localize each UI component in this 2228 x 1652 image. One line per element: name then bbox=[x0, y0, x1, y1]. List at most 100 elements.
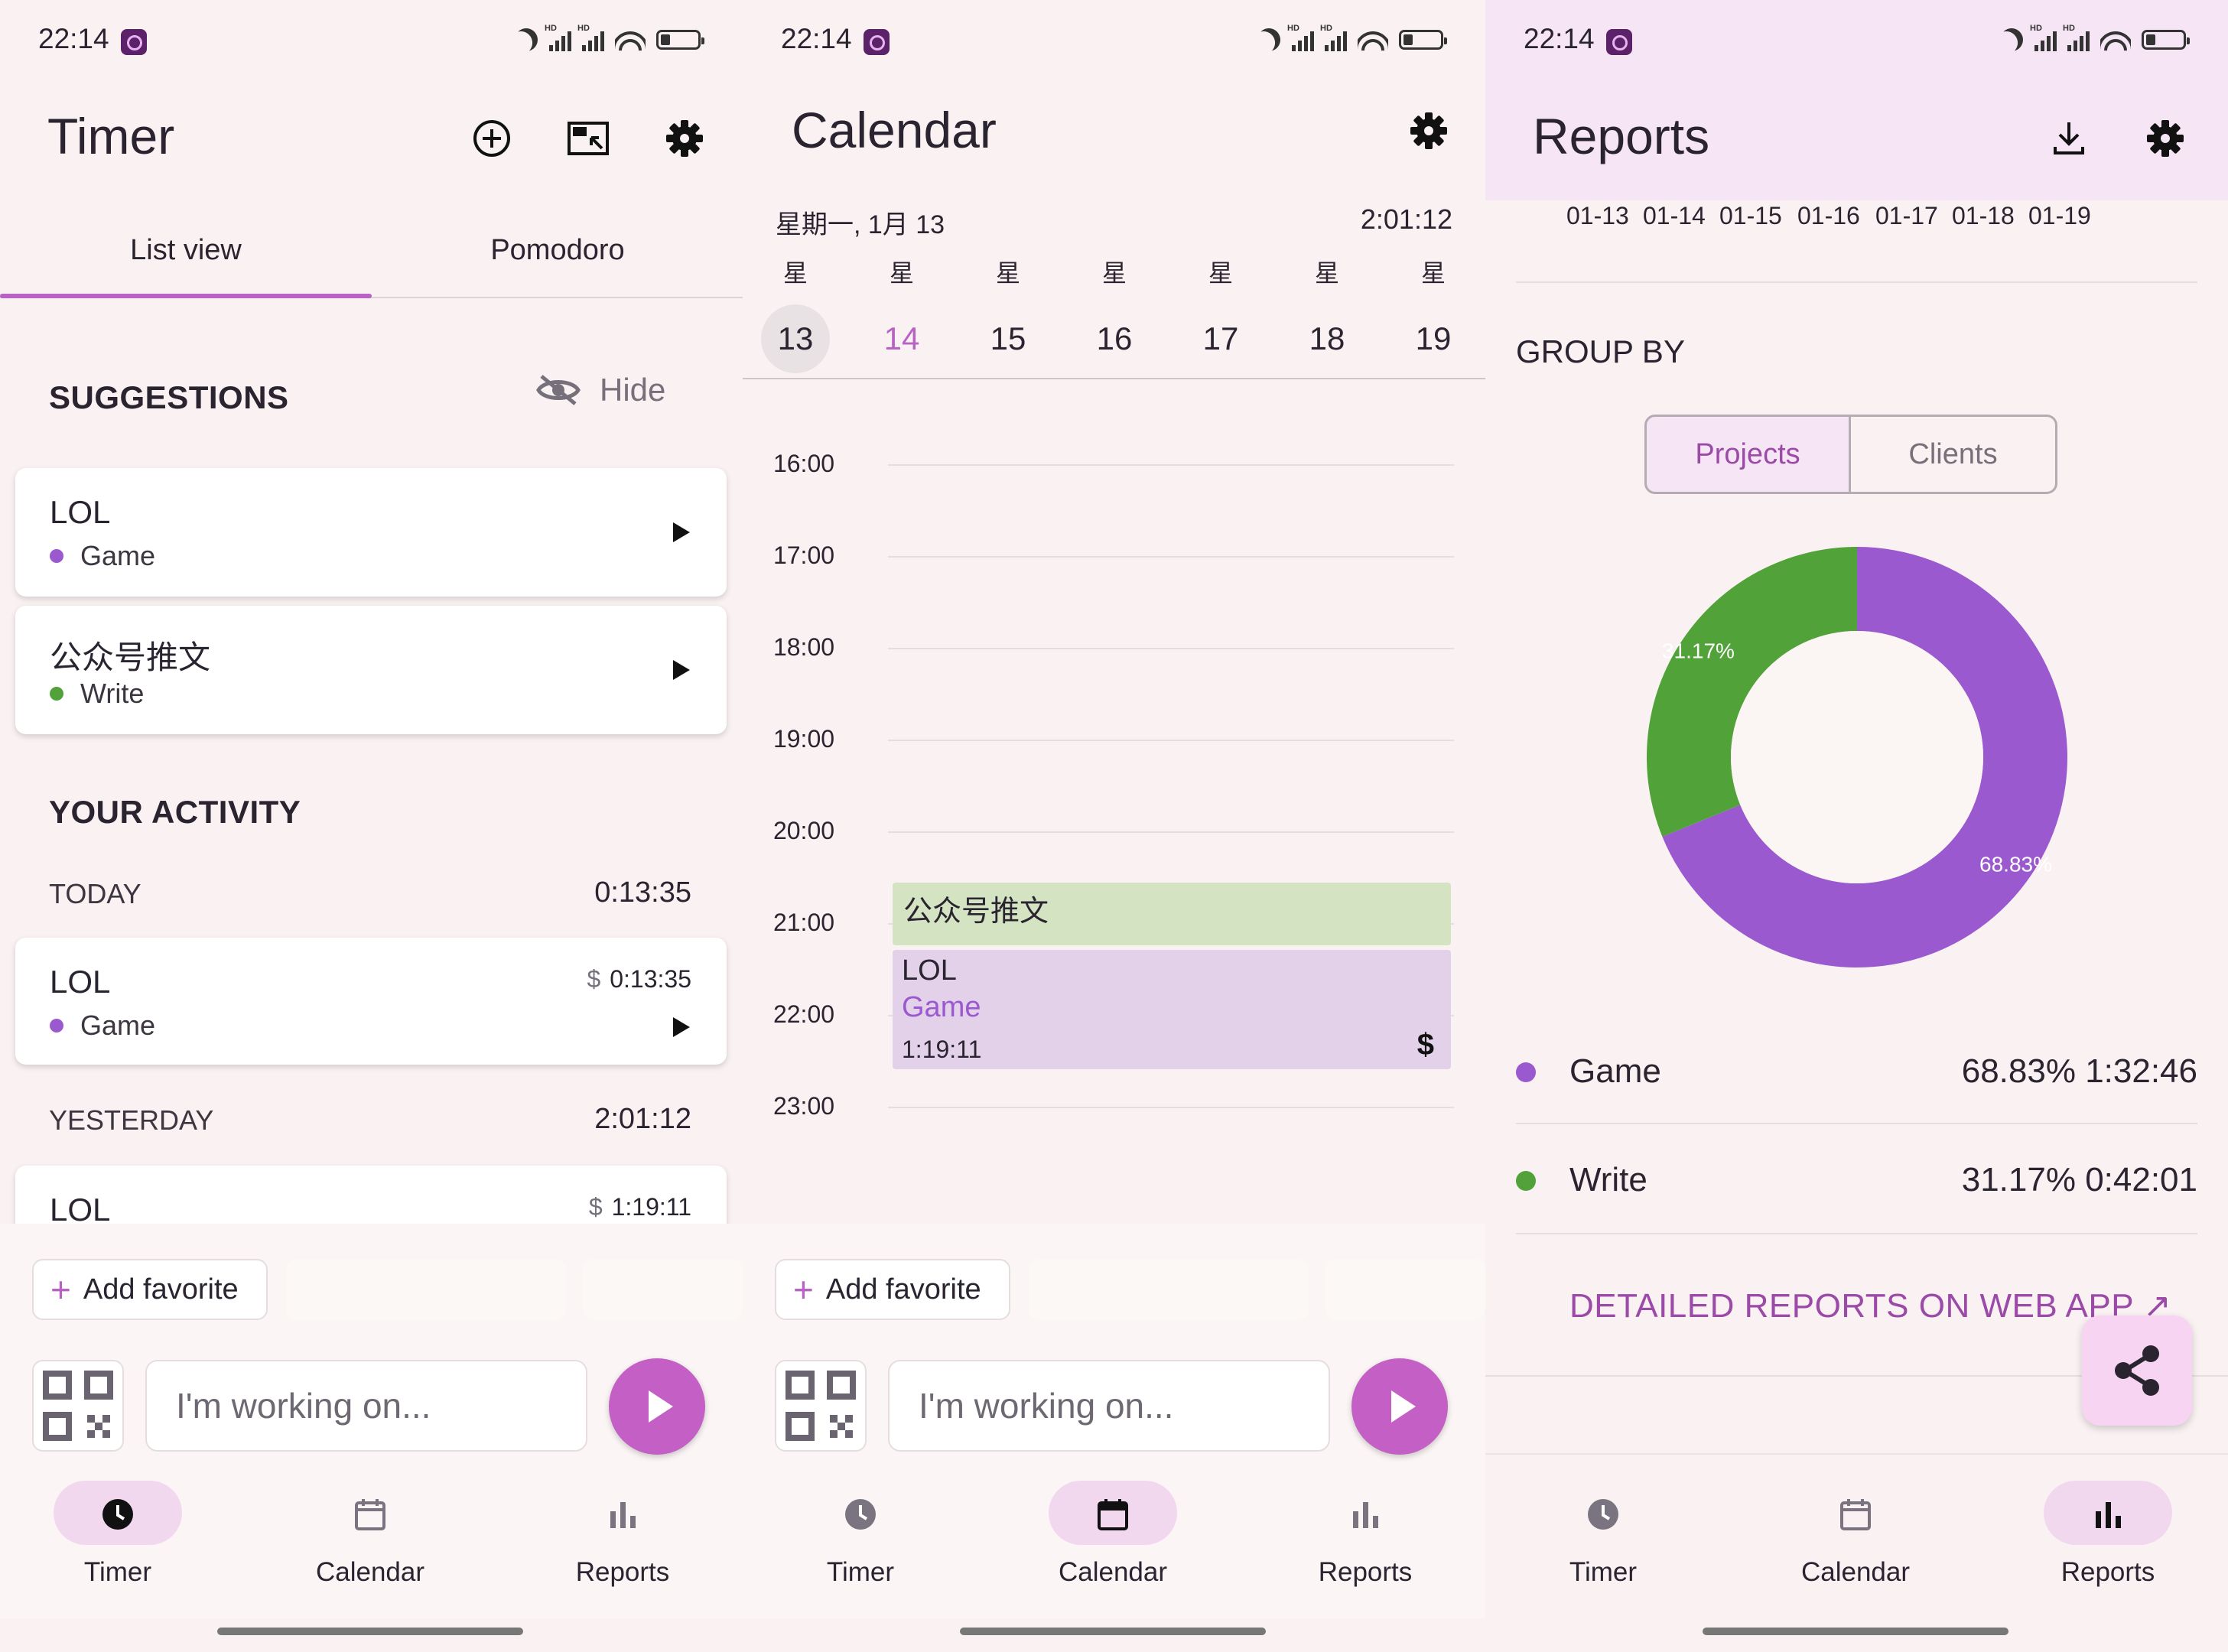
day-17[interactable]: 17 bbox=[1202, 320, 1239, 356]
tab-pomodoro[interactable]: Pomodoro bbox=[490, 234, 625, 266]
add-favorite-label: Add favorite bbox=[825, 1273, 981, 1306]
task-description-input[interactable]: I'm working on... bbox=[145, 1360, 587, 1452]
entry-duration-row: $0:13:35 bbox=[587, 965, 691, 993]
qr-scan-button[interactable] bbox=[775, 1360, 867, 1452]
download-icon[interactable] bbox=[2042, 112, 2096, 165]
legend-value: 31.17% 0:42:01 bbox=[1961, 1161, 2197, 1198]
clock-icon bbox=[845, 1499, 876, 1530]
hour-label: 21:00 bbox=[772, 909, 835, 936]
divider bbox=[1485, 1453, 2228, 1455]
add-favorite-label: Add favorite bbox=[83, 1273, 239, 1306]
time-entry-card[interactable]: LOL Game $0:13:35 bbox=[15, 938, 727, 1065]
nav-timer[interactable]: Timer bbox=[1511, 1481, 1695, 1588]
gear-icon[interactable] bbox=[1402, 104, 1456, 158]
web-reports-link[interactable]: DETAILED REPORTS ON WEB APP ↗ bbox=[1569, 1287, 2172, 1325]
task-description-input[interactable]: I'm working on... bbox=[888, 1360, 1330, 1452]
play-icon[interactable] bbox=[673, 522, 690, 542]
group-total-yesterday: 2:01:12 bbox=[594, 1103, 691, 1135]
entry-name: LOL bbox=[50, 1192, 111, 1228]
date-label: 01-18 bbox=[1952, 202, 2015, 229]
picture-in-picture-icon[interactable] bbox=[561, 112, 615, 165]
weekday-label: 星 bbox=[995, 259, 1020, 287]
entry-project: Write bbox=[50, 678, 144, 710]
reports-screen: 22:14 HD HD Reports 01-13 01-14 01-15 01… bbox=[1485, 0, 2228, 1652]
nav-calendar[interactable]: Calendar bbox=[1021, 1481, 1205, 1588]
qr-code-icon bbox=[785, 1371, 856, 1441]
hour-label: 18:00 bbox=[772, 633, 835, 661]
clock-icon bbox=[102, 1499, 133, 1530]
nav-calendar[interactable]: Calendar bbox=[1764, 1481, 1947, 1588]
dnd-moon-icon bbox=[1252, 23, 1286, 57]
gear-icon[interactable] bbox=[2139, 112, 2192, 165]
qr-scan-button[interactable] bbox=[32, 1360, 124, 1452]
segment-projects[interactable]: Projects bbox=[1644, 415, 1851, 494]
nav-reports[interactable]: Reports bbox=[2016, 1481, 2200, 1588]
legend-name: Game bbox=[1569, 1052, 1661, 1090]
entry-duration: 1:19:11 bbox=[611, 1193, 691, 1221]
segment-clients[interactable]: Clients bbox=[1851, 415, 2057, 494]
battery-icon bbox=[656, 30, 704, 50]
project-dot bbox=[1516, 1171, 1536, 1191]
plus-icon: + bbox=[50, 1270, 71, 1309]
nav-reports[interactable]: Reports bbox=[1273, 1481, 1457, 1588]
add-circle-icon[interactable] bbox=[465, 112, 519, 165]
favorite-slot[interactable] bbox=[286, 1259, 566, 1320]
donut-label-write: 31.17% bbox=[1662, 639, 1735, 663]
divider bbox=[1516, 1123, 2197, 1124]
gear-icon[interactable] bbox=[658, 112, 711, 165]
day-16[interactable]: 16 bbox=[1096, 320, 1133, 356]
billable-icon: $ bbox=[588, 1193, 603, 1221]
signal-icon: HD bbox=[2030, 24, 2057, 51]
nav-timer[interactable]: Timer bbox=[769, 1481, 952, 1588]
add-favorite-button[interactable]: + Add favorite bbox=[32, 1259, 268, 1320]
project-label: Game bbox=[80, 540, 156, 571]
project-label: Write bbox=[80, 678, 145, 709]
play-icon[interactable] bbox=[673, 1017, 690, 1037]
play-icon[interactable] bbox=[673, 660, 690, 680]
calendar-screen: 22:14 HD HD Calendar 星期一, 1月 13 2:01:12 … bbox=[743, 0, 1485, 1652]
hide-suggestions-button[interactable]: Hide bbox=[535, 372, 665, 408]
nav-reports[interactable]: Reports bbox=[531, 1481, 714, 1588]
timer-screen: 22:14 HD HD Timer List view Pomodoro SUG… bbox=[0, 0, 743, 1652]
favorite-slot[interactable] bbox=[1029, 1259, 1309, 1320]
day-19[interactable]: 19 bbox=[1415, 320, 1452, 356]
day-14[interactable]: 14 bbox=[883, 320, 920, 356]
share-button[interactable] bbox=[2082, 1315, 2192, 1426]
app-notification-icon bbox=[1606, 29, 1632, 55]
event-title: 公众号推文 bbox=[903, 896, 1049, 928]
favorite-slot[interactable] bbox=[583, 1259, 743, 1320]
tab-list-view[interactable]: List view bbox=[130, 234, 242, 266]
hour-label: 16:00 bbox=[772, 450, 835, 477]
suggestion-card[interactable]: 公众号推文 Write bbox=[15, 606, 727, 734]
calendar-event[interactable]: 公众号推文 bbox=[893, 883, 1451, 945]
divider bbox=[1516, 281, 2197, 283]
nav-label: Reports bbox=[1318, 1557, 1413, 1587]
add-favorite-button[interactable]: + Add favorite bbox=[775, 1259, 1010, 1320]
project-dot bbox=[50, 687, 63, 701]
suggestion-card[interactable]: LOL Game bbox=[15, 468, 727, 597]
billable-icon: $ bbox=[1416, 1028, 1434, 1062]
date-label: 01-17 bbox=[1875, 202, 1938, 229]
day-13[interactable]: 13 bbox=[761, 304, 830, 373]
hour-line bbox=[888, 740, 1454, 741]
calendar-event[interactable]: LOL Game 1:19:11 $ bbox=[893, 950, 1451, 1069]
legend-row-game: Game 68.83% 1:32:46 bbox=[1485, 1019, 2228, 1126]
favorite-slot[interactable] bbox=[1325, 1259, 1485, 1320]
day-15[interactable]: 15 bbox=[990, 320, 1026, 356]
billable-icon: $ bbox=[587, 965, 601, 993]
start-timer-button[interactable] bbox=[609, 1358, 705, 1455]
hour-line bbox=[888, 648, 1454, 649]
start-timer-button[interactable] bbox=[1351, 1358, 1448, 1455]
donut-hole bbox=[1731, 631, 1983, 883]
signal-icon: HD bbox=[1287, 24, 1314, 51]
entry-name: LOL bbox=[50, 964, 111, 1000]
dnd-moon-icon bbox=[1995, 23, 2028, 57]
weekday-label: 星 bbox=[782, 259, 808, 287]
nav-active-pill bbox=[1049, 1481, 1177, 1545]
day-18[interactable]: 18 bbox=[1309, 320, 1345, 356]
week-divider bbox=[743, 378, 1485, 379]
nav-timer[interactable]: Timer bbox=[26, 1481, 210, 1588]
status-bar: 22:14 HD HD bbox=[1485, 0, 2228, 86]
calendar-icon bbox=[355, 1499, 385, 1530]
nav-calendar[interactable]: Calendar bbox=[278, 1481, 462, 1588]
